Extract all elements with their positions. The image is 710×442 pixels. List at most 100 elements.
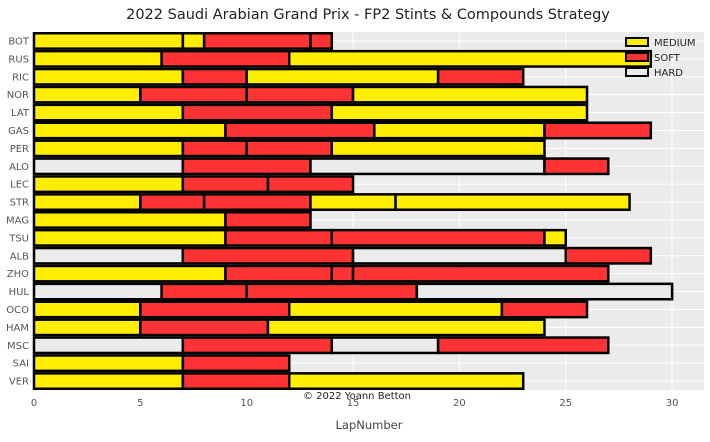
stint-bar-ver-2 bbox=[181, 372, 291, 390]
stint-bar-rus-2 bbox=[160, 49, 291, 68]
y-tick-label: HAM bbox=[6, 323, 29, 334]
stint-bar-zho-4 bbox=[351, 264, 610, 283]
stint-bar-bot-3 bbox=[202, 32, 312, 50]
credit-text: © 2022 Yoann Betton bbox=[303, 391, 411, 402]
stint-bar-str-3 bbox=[202, 193, 312, 211]
stint-bar-tsu-1 bbox=[32, 228, 227, 247]
stint-bar-bot-2 bbox=[181, 32, 206, 50]
legend: MEDIUM SOFT HARD bbox=[625, 37, 696, 79]
stint-bar-msc-4 bbox=[436, 336, 610, 355]
y-tick-label: STR bbox=[10, 198, 29, 209]
y-tick-label: ALB bbox=[10, 251, 29, 262]
stint-bar-ham-3 bbox=[266, 318, 546, 337]
stint-bar-msc-3 bbox=[330, 336, 440, 355]
stint-bar-gas-3 bbox=[373, 121, 546, 140]
stint-bar-lec-1 bbox=[32, 175, 185, 194]
stint-bar-ham-1 bbox=[32, 318, 142, 337]
stint-bar-sai-2 bbox=[181, 354, 291, 373]
stint-bar-bot-4 bbox=[309, 32, 334, 50]
plot-area bbox=[34, 32, 704, 390]
y-tick-label: HUL bbox=[9, 287, 30, 298]
stint-bar-oco-3 bbox=[287, 300, 504, 319]
stint-bar-hul-4 bbox=[415, 282, 674, 301]
y-tick-label: OCO bbox=[6, 305, 29, 316]
stint-bar-gas-1 bbox=[32, 121, 227, 140]
stint-bar-mag-1 bbox=[32, 211, 227, 229]
y-tick-label: MAG bbox=[6, 215, 29, 226]
stint-bar-ric-4 bbox=[436, 67, 525, 86]
y-tick-label: MSC bbox=[7, 341, 29, 352]
stint-bar-tsu-3 bbox=[330, 228, 546, 247]
y-tick-label: BOT bbox=[8, 36, 30, 47]
stint-bar-lec-2 bbox=[181, 175, 270, 194]
stint-bar-ver-1 bbox=[32, 372, 185, 390]
stint-bar-alo-2 bbox=[181, 157, 312, 176]
stint-bar-msc-2 bbox=[181, 336, 334, 355]
stint-bar-alo-3 bbox=[309, 157, 546, 176]
stint-bar-str-5 bbox=[394, 193, 631, 211]
y-tick-label: ALO bbox=[9, 162, 29, 173]
stint-bar-ric-1 bbox=[32, 67, 185, 86]
legend-label: HARD bbox=[654, 68, 683, 79]
y-tick-label: NOR bbox=[7, 90, 29, 101]
chart-title: 2022 Saudi Arabian Grand Prix - FP2 Stin… bbox=[126, 7, 610, 23]
stint-bar-nor-3 bbox=[245, 85, 355, 104]
x-tick-label: 10 bbox=[240, 398, 253, 409]
x-tick-label: 0 bbox=[31, 398, 37, 409]
stint-bar-hul-1 bbox=[32, 282, 163, 301]
stint-bar-str-1 bbox=[32, 193, 142, 211]
stint-bar-oco-2 bbox=[139, 300, 291, 319]
stint-bar-tsu-2 bbox=[224, 228, 334, 247]
stint-bar-oco-1 bbox=[32, 300, 142, 319]
stint-bar-lat-2 bbox=[181, 103, 334, 122]
stint-bar-gas-2 bbox=[224, 121, 376, 140]
legend-swatch-soft bbox=[625, 52, 649, 62]
stint-bar-tsu-4 bbox=[543, 228, 567, 247]
y-tick-label: VER bbox=[9, 377, 29, 388]
stint-bar-alb-4 bbox=[564, 246, 653, 265]
x-tick-label: 30 bbox=[666, 398, 679, 409]
stint-bar-oco-4 bbox=[500, 300, 589, 319]
bars-group bbox=[32, 32, 674, 390]
legend-swatch-medium bbox=[625, 37, 649, 47]
y-tick-label: RUS bbox=[8, 54, 29, 65]
x-tick-label: 25 bbox=[559, 398, 572, 409]
stint-bar-rus-3 bbox=[287, 49, 653, 68]
y-tick-label: SAI bbox=[13, 359, 29, 370]
y-tick-label: PER bbox=[10, 144, 29, 155]
y-tick-label: RIC bbox=[12, 72, 29, 83]
legend-label: MEDIUM bbox=[654, 38, 696, 49]
stint-bar-nor-4 bbox=[351, 85, 589, 104]
stint-bar-per-3 bbox=[245, 139, 334, 158]
y-tick-label: TSU bbox=[8, 233, 29, 244]
stint-bar-ric-2 bbox=[181, 67, 248, 86]
stint-bar-per-4 bbox=[330, 139, 546, 158]
legend-label: SOFT bbox=[654, 53, 681, 64]
y-tick-label: GAS bbox=[8, 126, 29, 137]
stint-bar-lat-1 bbox=[32, 103, 185, 122]
stint-bar-rus-1 bbox=[32, 49, 163, 68]
stint-bar-lec-3 bbox=[266, 175, 355, 194]
x-tick-label: 15 bbox=[347, 398, 360, 409]
stint-bar-alb-2 bbox=[181, 246, 355, 265]
y-tick-labels: VER SAI MSC HAM OCO HUL ZHO ALB TSU MAG STR LEC ALO P… bbox=[6, 36, 30, 387]
x-tick-label: 5 bbox=[137, 398, 143, 409]
y-tick-label: LEC bbox=[10, 180, 29, 191]
stint-bar-alo-4 bbox=[543, 157, 610, 176]
stint-bar-ver-3 bbox=[287, 372, 525, 390]
x-tick-labels: 0 5 10 15 20 25 30 bbox=[31, 398, 679, 409]
stint-bar-per-2 bbox=[181, 139, 248, 158]
y-tick-label: ZHO bbox=[7, 269, 29, 280]
y-tick-label: LAT bbox=[11, 108, 30, 119]
stint-bar-str-2 bbox=[139, 193, 206, 211]
stint-bar-msc-1 bbox=[32, 336, 185, 355]
stint-bar-alb-1 bbox=[32, 246, 185, 265]
stint-bar-hul-2 bbox=[160, 282, 248, 301]
stint-bar-hul-3 bbox=[245, 282, 419, 301]
stint-bar-per-1 bbox=[32, 139, 185, 158]
stint-bar-ham-2 bbox=[139, 318, 270, 337]
stint-bar-mag-2 bbox=[224, 211, 312, 229]
stint-bar-zho-1 bbox=[32, 264, 227, 283]
stint-bar-gas-4 bbox=[543, 121, 653, 140]
